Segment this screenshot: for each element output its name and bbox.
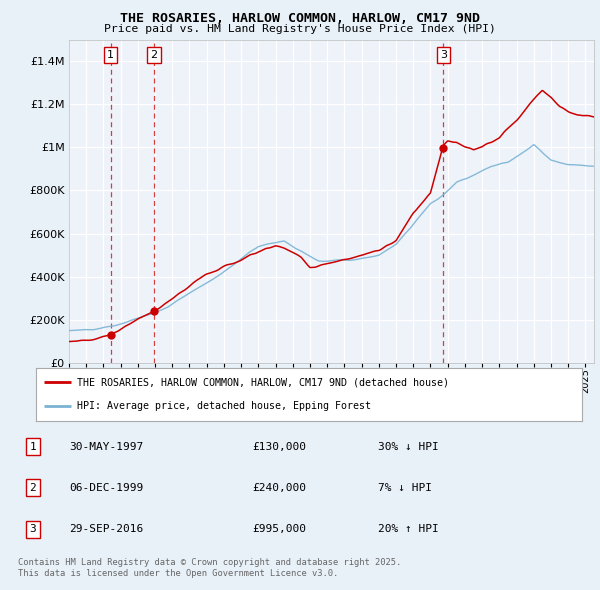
Text: 29-SEP-2016: 29-SEP-2016 bbox=[69, 525, 143, 534]
Text: £240,000: £240,000 bbox=[252, 483, 306, 493]
Text: 30-MAY-1997: 30-MAY-1997 bbox=[69, 442, 143, 451]
Text: HPI: Average price, detached house, Epping Forest: HPI: Average price, detached house, Eppi… bbox=[77, 401, 371, 411]
Text: 2: 2 bbox=[29, 483, 37, 493]
Text: 2: 2 bbox=[151, 50, 157, 60]
Text: Price paid vs. HM Land Registry's House Price Index (HPI): Price paid vs. HM Land Registry's House … bbox=[104, 24, 496, 34]
Text: Contains HM Land Registry data © Crown copyright and database right 2025.: Contains HM Land Registry data © Crown c… bbox=[18, 558, 401, 566]
Text: This data is licensed under the Open Government Licence v3.0.: This data is licensed under the Open Gov… bbox=[18, 569, 338, 578]
Text: THE ROSARIES, HARLOW COMMON, HARLOW, CM17 9ND (detached house): THE ROSARIES, HARLOW COMMON, HARLOW, CM1… bbox=[77, 378, 449, 388]
Text: 06-DEC-1999: 06-DEC-1999 bbox=[69, 483, 143, 493]
Text: 1: 1 bbox=[107, 50, 114, 60]
Text: £995,000: £995,000 bbox=[252, 525, 306, 534]
Text: 3: 3 bbox=[29, 525, 37, 534]
Text: 3: 3 bbox=[440, 50, 447, 60]
Text: 30% ↓ HPI: 30% ↓ HPI bbox=[378, 442, 439, 451]
Text: 1: 1 bbox=[29, 442, 37, 451]
Text: THE ROSARIES, HARLOW COMMON, HARLOW, CM17 9ND: THE ROSARIES, HARLOW COMMON, HARLOW, CM1… bbox=[120, 12, 480, 25]
Text: £130,000: £130,000 bbox=[252, 442, 306, 451]
Text: 20% ↑ HPI: 20% ↑ HPI bbox=[378, 525, 439, 534]
Text: 7% ↓ HPI: 7% ↓ HPI bbox=[378, 483, 432, 493]
